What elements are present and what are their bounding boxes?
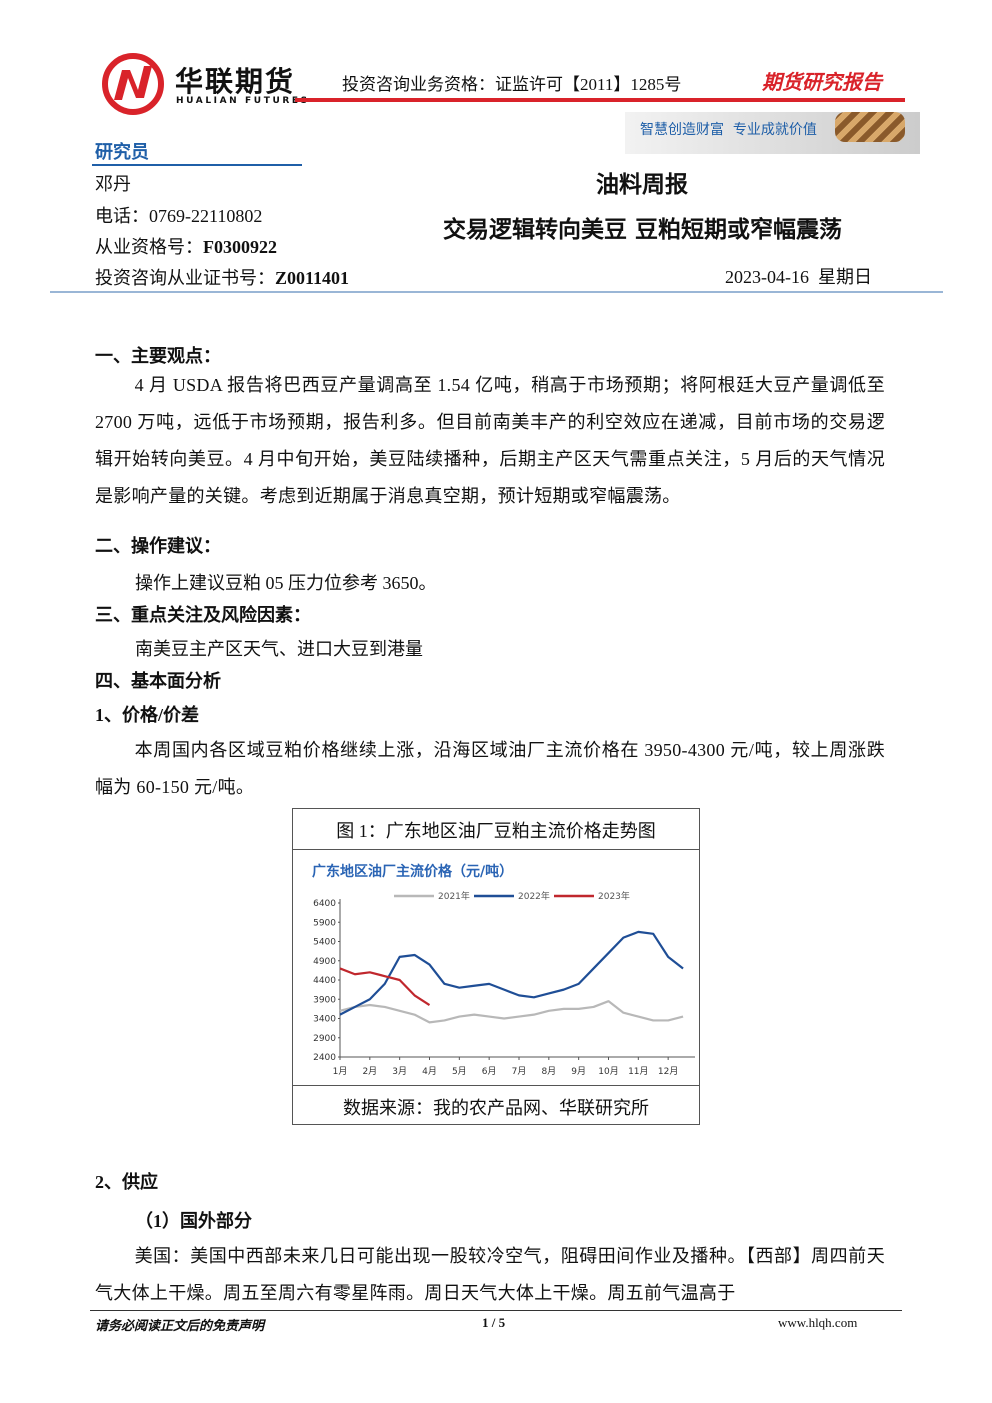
y-tick-label: 2400 [313, 1053, 336, 1063]
site: www.hlqh.com [778, 1315, 858, 1330]
researcher-phone: 电话：0769-22110802 [95, 206, 263, 226]
x-tick-label: 5月 [452, 1066, 467, 1077]
report-type: 期货研究报告 [762, 70, 882, 94]
license-row: 从业资格号：F0300922 [95, 233, 277, 259]
subsection-heading: 1、价格/价差 [95, 705, 200, 725]
figure-source: 数据来源：我的农产品网、华联研究所 [343, 1098, 649, 1118]
section-heading: 二、操作建议： [95, 536, 221, 556]
legend-label: 2023年 [598, 890, 630, 902]
x-tick-label: 9月 [571, 1066, 586, 1077]
researcher-heading: 研究员 [95, 142, 149, 163]
page-number: 1 / 5 [482, 1315, 506, 1330]
paragraph: 4 月 USDA 报告将巴西豆产量调高至 1.54 亿吨，稍高于市场预期；将阿根… [95, 375, 885, 506]
researcher-name: 邓丹 [95, 174, 131, 194]
section-heading: 三、重点关注及风险因素： [95, 605, 311, 625]
subsection-heading: 2、供应 [95, 1168, 158, 1194]
y-tick-label: 2900 [313, 1034, 336, 1044]
x-tick-label: 6月 [482, 1066, 497, 1077]
figure-rule [293, 849, 699, 850]
paragraph: 南美豆主产区天气、进口大豆到港量 [135, 639, 423, 659]
x-tick-label: 10月 [598, 1066, 618, 1077]
y-tick-label: 5400 [313, 938, 336, 948]
paragraph: 本周国内各区域豆粕价格继续上涨，沿海区域油厂主流价格在 3950-4300 元/… [95, 740, 885, 797]
cert: Z0011401 [275, 268, 350, 288]
date: 2023-04-16 星期日 [725, 267, 872, 287]
x-tick-label: 11月 [628, 1066, 648, 1077]
figure-rule [293, 1085, 699, 1086]
company: 华联期货 [175, 65, 296, 98]
x-tick-label: 2月 [362, 1066, 377, 1077]
x-tick-label: 3月 [392, 1066, 407, 1077]
chart: 广东地区油厂主流价格（元/吨） 2400 2900 3400 3900 4400 4900 5… [312, 863, 695, 1077]
series-line [339, 1000, 684, 1024]
series-line [339, 967, 431, 1006]
qualification: 投资咨询业务资格：证监许可【2011】1285号 [342, 75, 682, 94]
title-rule [50, 291, 943, 293]
license-label: 从业资格号： [95, 237, 203, 257]
headline: 交易逻辑转向美豆 豆粕短期或窄幅震荡 [443, 217, 843, 243]
chart-title: 广东地区油厂主流价格（元/吨） [312, 863, 513, 880]
logo-ring [102, 53, 164, 115]
cert-label: 投资咨询从业证书号： [95, 268, 275, 288]
x-tick-label: 12月 [658, 1066, 678, 1077]
y-tick-label: 4900 [313, 957, 336, 967]
subsection-heading: （1）国外部分 [135, 1211, 252, 1231]
x-tick-label: 4月 [422, 1066, 437, 1077]
paragraph: 美国：美国中西部未来几日可能出现一股较冷空气，阻碍田间作业及播种。【西部】周四前… [95, 1246, 885, 1303]
y-tick-label: 3900 [313, 995, 336, 1005]
logo-n [114, 66, 152, 100]
y-tick-label: 6400 [313, 899, 336, 909]
footer-rule [90, 1310, 902, 1311]
figure-caption: 图 1：广东地区油厂豆粕主流价格走势图 [336, 821, 656, 841]
header-rule [295, 98, 905, 102]
y-tick-label: 3400 [313, 1015, 336, 1025]
x-tick-label: 8月 [541, 1066, 556, 1077]
legend-label: 2021年 [438, 890, 470, 902]
cert-row: 投资咨询从业证书号：Z0011401 [95, 264, 349, 290]
section-heading: 一、主要观点： [95, 346, 221, 366]
series-line [339, 930, 684, 1016]
y-tick-label: 5900 [313, 918, 336, 928]
paragraph: 操作上建议豆粕 05 压力位参考 3650。 [135, 573, 437, 593]
y-tick-label: 4400 [313, 976, 336, 986]
slogan-image [835, 112, 905, 142]
researcher-rule [92, 164, 302, 166]
section-heading: 四、基本面分析 [95, 671, 221, 691]
subsection-heading-text: 2、供应 [95, 1172, 158, 1192]
company-en: HUALIAN FUTURES [176, 96, 310, 106]
x-tick-label: 7月 [512, 1066, 527, 1077]
report-category: 油料周报 [596, 172, 688, 198]
legend-label: 2022年 [518, 890, 550, 902]
license: F0300922 [203, 237, 277, 257]
disclaimer: 请务必阅读正文后的免责声明 [95, 1318, 265, 1333]
slogan: 智慧创造财富 专业成就价值 [640, 122, 817, 138]
logo [102, 53, 164, 115]
figure-box [292, 808, 700, 1125]
x-tick-label: 1月 [333, 1066, 348, 1077]
